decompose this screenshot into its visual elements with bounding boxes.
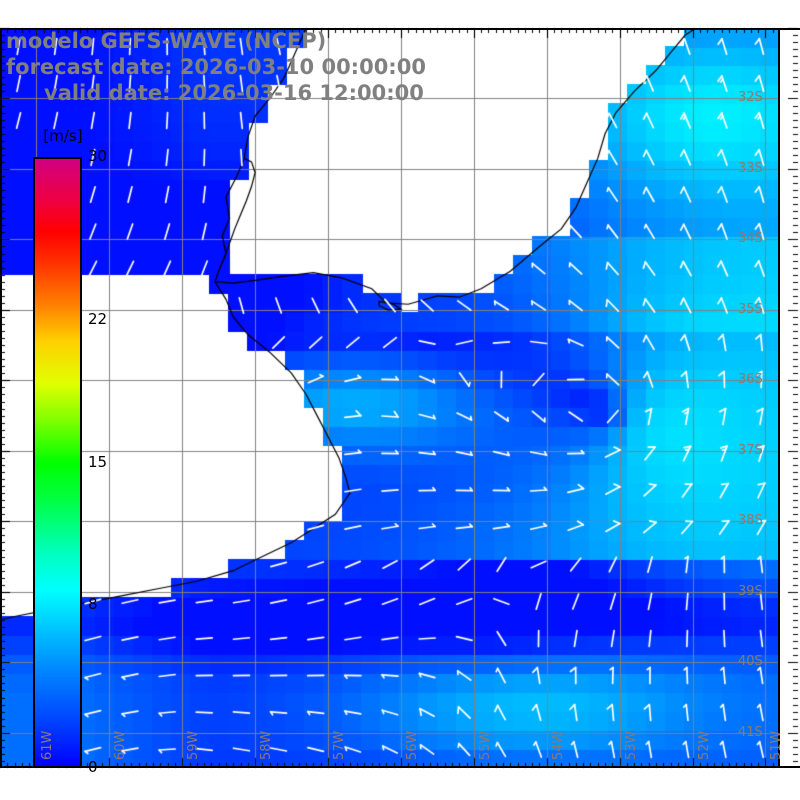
colorbar: [m/s] bbox=[33, 127, 83, 768]
lat-label-40S: 40S bbox=[738, 654, 763, 670]
lat-label-39S: 39S bbox=[738, 583, 763, 599]
colorbar-tick-8: 8 bbox=[88, 595, 98, 614]
lon-label-55W: 55W bbox=[477, 730, 493, 760]
lat-label-41S: 41S bbox=[738, 724, 763, 740]
lat-label-34S: 34S bbox=[738, 231, 763, 247]
axis-frame-bottom bbox=[0, 766, 800, 768]
colorbar-tick-30: 30 bbox=[88, 147, 108, 165]
colorbar-unit-label: [m/s] bbox=[43, 127, 83, 145]
colorbar-tick-0: 0 bbox=[88, 758, 98, 776]
lon-label-57W: 57W bbox=[332, 730, 348, 760]
lat-label-36S: 36S bbox=[738, 372, 763, 388]
lat-label-32S: 32S bbox=[738, 90, 763, 106]
lon-label-52W: 52W bbox=[696, 730, 712, 760]
lon-label-61W: 61W bbox=[40, 730, 56, 760]
lon-label-60W: 60W bbox=[113, 730, 129, 760]
windspeed-raster bbox=[0, 28, 780, 768]
axis-frame-left bbox=[0, 28, 2, 768]
lat-label-35S: 35S bbox=[738, 301, 763, 317]
lon-label-51W: 51W bbox=[769, 730, 785, 760]
map-plot-area[interactable] bbox=[0, 28, 780, 768]
lon-label-56W: 56W bbox=[404, 730, 420, 760]
lat-label-37S: 37S bbox=[738, 442, 763, 458]
axis-frame-right bbox=[778, 28, 780, 768]
lon-label-59W: 59W bbox=[186, 730, 202, 760]
colorbar-tick-22: 22 bbox=[88, 309, 108, 328]
colorbar-tick-15: 15 bbox=[88, 452, 108, 471]
lat-label-33S: 33S bbox=[738, 160, 763, 176]
lon-label-54W: 54W bbox=[550, 730, 566, 760]
axis-frame-top bbox=[0, 28, 800, 30]
colorbar-gradient bbox=[33, 157, 82, 768]
lon-label-53W: 53W bbox=[623, 730, 639, 760]
lat-label-38S: 38S bbox=[738, 513, 763, 529]
lon-label-58W: 58W bbox=[259, 730, 275, 760]
